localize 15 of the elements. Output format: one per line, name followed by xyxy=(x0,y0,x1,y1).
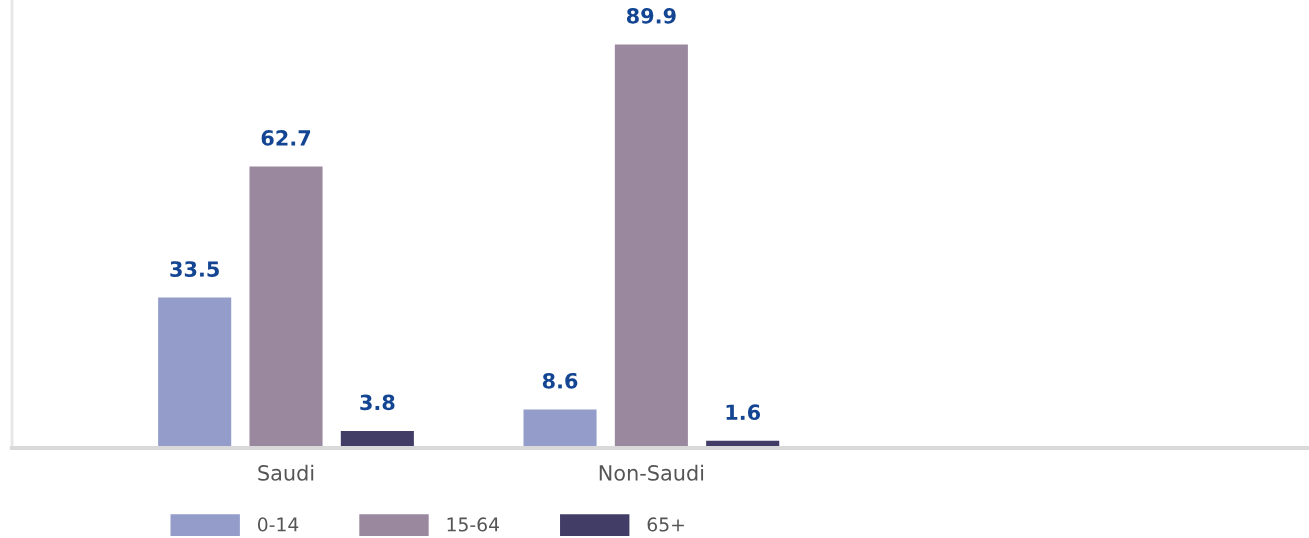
legend-label: 65+ xyxy=(647,517,684,532)
bar xyxy=(523,409,597,448)
data-label: 1.6 xyxy=(726,404,761,421)
data-label: 62.7 xyxy=(261,130,311,146)
data-label: 3.8 xyxy=(360,394,395,411)
data-label: 8.6 xyxy=(542,372,578,389)
x-tick-label: Non-Saudi xyxy=(599,464,704,481)
bar xyxy=(158,297,232,448)
x-tick-label: Saudi xyxy=(258,464,314,481)
legend-label: 15-64 xyxy=(447,517,499,532)
legend-label: 0-14 xyxy=(257,517,299,532)
bar xyxy=(614,44,688,448)
data-label: 33.5 xyxy=(170,261,219,277)
bar xyxy=(249,166,323,448)
data-label: 89.9 xyxy=(626,7,676,24)
